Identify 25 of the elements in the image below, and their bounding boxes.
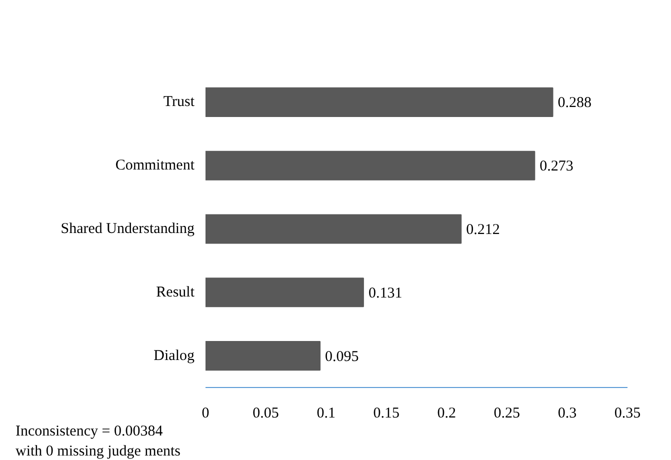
x-tick-label: 0.15 [373,406,400,422]
x-tick-label: 0.35 [614,406,641,422]
x-tick-label: 0 [202,406,210,422]
data-label: 0.131 [368,285,402,302]
data-label: 0.273 [540,158,574,175]
y-tick-label: Result [156,284,196,300]
x-tick-label: 0.25 [494,406,520,422]
x-tick-label: 0.05 [252,406,279,422]
bar [206,214,462,244]
x-tick-label: 0.3 [558,406,577,422]
bar [206,341,321,371]
y-tick-label: Commitment [115,158,196,174]
bar [206,150,536,180]
x-tick-label: 0.2 [437,406,456,422]
y-tick-label: Trust [163,94,196,110]
data-label: 0.095 [325,348,359,365]
data-label: 0.288 [558,95,592,112]
y-tick-label: Shared Understanding [60,221,195,237]
bar [206,87,554,117]
data-label: 0.212 [466,222,500,238]
bar [206,278,364,308]
y-tick-label: Dialog [154,348,195,364]
text: Inconsistency = 0.00384 [16,424,164,440]
x-tick-label: 0.1 [316,406,336,422]
text: with 0 missing judge ments [16,444,181,460]
